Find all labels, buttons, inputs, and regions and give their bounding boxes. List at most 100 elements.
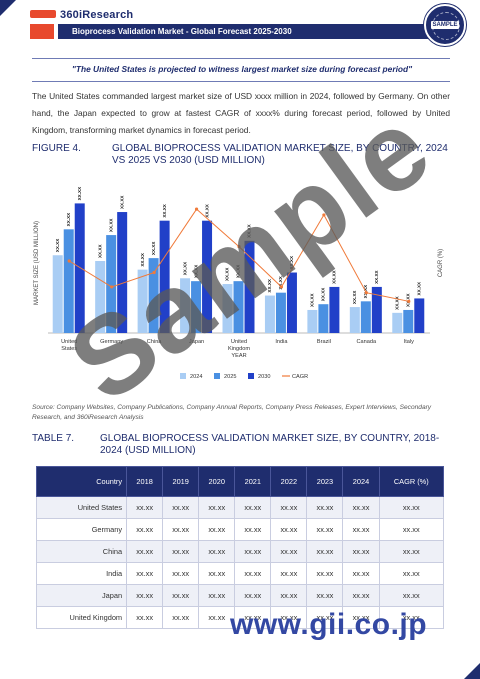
key-finding-quote: "The United States is projected to witne… [71,64,413,74]
cagr-point [279,285,284,289]
value-cell: xx.xx [198,518,236,541]
value-cell: xx.xx [378,606,445,629]
bar-2024 [95,261,106,333]
column-header: 2021 [234,466,272,497]
table-header-row: Country 2018 2019 2020 2021 2022 2023 2024 CAGR … [35,466,445,497]
bar-value-label: XX.XX [193,264,198,278]
cagr-point [110,285,114,289]
country-cell: Japan [35,584,128,607]
value-cell: xx.xx [306,584,344,607]
bar-2024 [392,312,403,333]
bar-2025 [148,258,159,333]
bar-2024 [137,269,148,333]
bar-2025 [318,304,329,333]
bar-2025 [360,301,371,333]
value-cell: xx.xx [306,540,344,563]
value-cell: xx.xx [270,584,308,607]
table-row: United Kingdom xx.xx xx.xx xx.xx xx.xx xx.xx x… [35,606,445,629]
bar-2030 [117,212,128,333]
column-header: CAGR (%) [378,466,445,497]
bar-value-label: XX.XX [416,281,421,295]
value-cell: xx.xx [378,518,445,541]
quote-bottom-rule [32,81,450,82]
value-cell: xx.xx [378,540,445,563]
bar-value-label: XX.XX [394,295,399,309]
bar-2030 [159,220,170,333]
bar-value-label: XX.XX [204,203,209,217]
value-cell: xx.xx [342,606,380,629]
bar-2025 [403,309,414,333]
x-tick-label: India [275,339,288,345]
legend-label-2030: 2030 [258,374,270,380]
value-cell: xx.xx [342,584,380,607]
table-number: TABLE 7. [32,433,75,444]
value-cell: xx.xx [342,496,380,519]
x-tick-label: Germany [100,339,123,345]
table-row: United States xx.xx xx.xx xx.xx xx.xx xx.xx xx… [35,496,445,519]
table-title: GLOBAL BIOPROCESS VALIDATION MARKET SIZE… [100,433,440,456]
bar-value-label: XX.XX [55,238,60,252]
column-header: 2022 [270,466,308,497]
country-cell: United States [35,496,128,519]
value-cell: xx.xx [234,518,272,541]
bar-value-label: XX.XX [321,287,326,301]
value-cell: xx.xx [162,584,200,607]
title-bar-accent [30,24,54,39]
bar-value-label: XX.XX [97,244,102,258]
country-cell: China [35,540,128,563]
bar-value-label: XX.XX [267,278,272,292]
bar-2030 [202,220,213,333]
legend-label-2024: 2024 [190,374,202,380]
bar-2025 [63,229,74,333]
value-cell: xx.xx [162,562,200,585]
bar-2025 [106,235,117,333]
value-cell: xx.xx [306,518,344,541]
source-note: Source: Company Websites, Company Public… [32,404,432,421]
x-tick-label: Canada [357,339,377,345]
company-logo: 360iResearch [60,9,134,21]
country-cell: United Kingdom [35,606,128,629]
value-cell: xx.xx [306,562,344,585]
quote-top-rule [32,58,450,59]
seal-label: SAMPLE [431,21,459,29]
value-cell: xx.xx [162,606,200,629]
bar-value-label: XX.XX [182,261,187,275]
value-cell: xx.xx [234,496,272,519]
legend-swatch-2025 [214,373,220,379]
value-cell: xx.xx [378,562,445,585]
x-tick-label: States [61,346,77,352]
value-cell: xx.xx [198,584,236,607]
y2-axis-label: CAGR (%) [438,249,444,277]
bar-2024 [264,295,275,333]
publisher-url[interactable]: www.gii.co.jp [230,608,428,641]
bar-2025 [233,281,244,333]
bar-2030 [244,240,255,333]
x-tick-label: Italy [404,339,414,345]
figure-number: FIGURE 4. [32,143,81,154]
bar-value-label: XX.XX [278,275,283,289]
bar-value-label: XX.XX [108,218,113,232]
value-cell: xx.xx [198,606,236,629]
value-cell: xx.xx [342,518,380,541]
column-header: 2019 [162,466,200,497]
bar-2024 [349,307,360,333]
legend-label-2025: 2025 [224,374,236,380]
bar-2024 [222,284,233,333]
cagr-point [322,213,326,217]
value-cell: xx.xx [198,562,236,585]
country-cell: India [35,562,128,585]
x-tick-label: Kingdom [228,346,250,352]
country-cell: Germany [35,518,128,541]
legend-label-CAGR: CAGR [292,374,308,380]
value-cell: xx.xx [378,496,445,519]
value-cell: xx.xx [234,584,272,607]
value-cell: xx.xx [162,518,200,541]
value-cell: xx.xx [270,518,308,541]
x-axis-label: YEAR [231,353,246,359]
bar-2024 [307,309,318,333]
value-cell: xx.xx [270,562,308,585]
summary-paragraph: The United States commanded largest mark… [32,91,450,135]
bar-value-label: XX.XX [140,252,145,266]
value-cell: xx.xx [198,496,236,519]
value-cell: xx.xx [270,496,308,519]
